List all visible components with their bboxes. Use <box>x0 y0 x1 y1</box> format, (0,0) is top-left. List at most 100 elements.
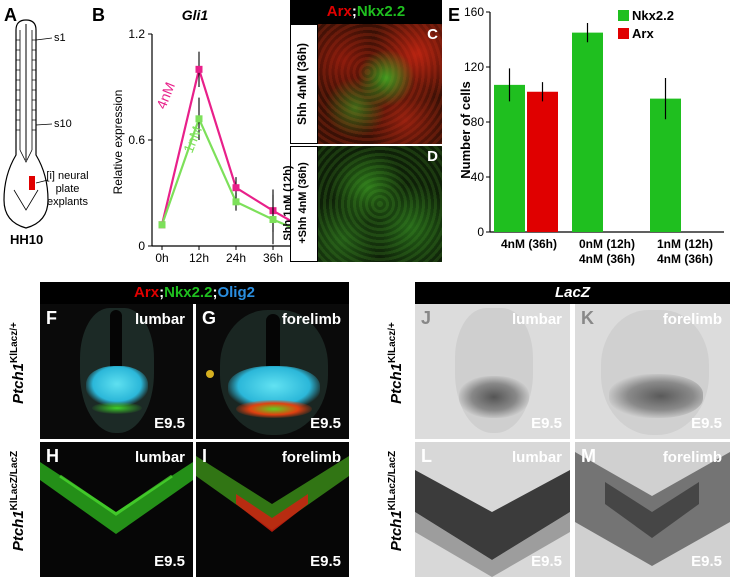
chart-b-ytick-label: 1.2 <box>128 27 145 41</box>
k-region: forelimb <box>662 311 722 328</box>
panel-label-m: M <box>581 446 596 466</box>
legend-label-nkx: Nkx2.2 <box>632 8 674 23</box>
fluor-header-sep-1: ; <box>159 284 165 301</box>
genotype-het-left-gene: Ptch1 <box>10 363 27 404</box>
bar <box>494 84 525 232</box>
legend-swatch-arx <box>618 28 629 39</box>
chart-e-ytick-label: 40 <box>471 170 485 184</box>
micrograph-c: C <box>318 24 442 144</box>
panel-label-j: J <box>421 308 432 328</box>
panel-label-l: L <box>421 446 432 466</box>
chart-e-ytick-label: 160 <box>464 5 484 19</box>
lacz-header: LacZ <box>415 282 730 304</box>
somite-1-label: s1 <box>54 32 66 44</box>
category-label-line-1: 4nM (36h) <box>501 237 557 251</box>
d-condition-box <box>290 146 318 262</box>
category-label-line-1: 0nM (12h) <box>579 237 635 251</box>
genotype-het-left: Ptch1KlLacz/+ <box>9 299 31 427</box>
category-label-line-1: 1nM (12h) <box>657 237 713 251</box>
d-condition-line-1: Shh 1nM (12h) <box>282 165 294 241</box>
i-stain <box>196 456 349 532</box>
data-point <box>232 198 240 206</box>
panel-label-i: I <box>202 446 208 466</box>
data-point <box>232 184 240 192</box>
chart-b-xtick-label: 24h <box>226 251 246 262</box>
genotype-hom-left-allele: KlLacZ/LacZ <box>9 450 20 511</box>
series-label-4nm: 4nM <box>153 80 178 111</box>
panel-label-c: C <box>427 26 438 43</box>
data-point <box>195 65 203 73</box>
data-point <box>195 115 203 123</box>
h-region: lumbar <box>134 449 185 466</box>
genotype-het-right-gene: Ptch1 <box>388 363 405 404</box>
micrograph-h: H lumbar E9.5 <box>40 442 193 577</box>
j-stage: E9.5 <box>531 415 562 432</box>
chart-b-xtick-label: 12h <box>189 251 209 262</box>
g-region: forelimb <box>281 311 341 328</box>
l-stage: E9.5 <box>531 553 562 570</box>
fluor-header-olig: Olig2 <box>217 284 255 301</box>
panel-a: A s1 s10 [i] neural plate explants HH10 <box>0 0 89 250</box>
i-stage: E9.5 <box>310 553 341 570</box>
micrograph-l: L lumbar E9.5 <box>415 442 570 577</box>
panel-label-g: G <box>202 308 217 328</box>
panel-label-k: K <box>581 308 594 328</box>
cd-header-nkx: Nkx2.2 <box>356 3 406 20</box>
embryo-schematic <box>3 19 53 229</box>
bar <box>527 91 558 232</box>
legend-swatch-nkx <box>618 10 629 21</box>
c-condition-label: Shh 4nM (36h) <box>295 43 309 126</box>
f-stage: E9.5 <box>154 415 185 432</box>
chart-e-ylabel: Number of cells <box>458 81 473 179</box>
micrograph-d: D <box>318 146 442 262</box>
panel-label-e: E <box>448 5 461 25</box>
stage-label: HH10 <box>10 232 44 247</box>
micrograph-g: G forelimb E9.5 <box>196 304 349 439</box>
somite-10-label: s10 <box>54 118 72 130</box>
d-condition-label: Shh 1nM (12h) +Shh 4nM (36h) <box>281 143 315 263</box>
genotype-hom-right-gene: Ptch1 <box>388 510 405 552</box>
micrograph-i: I forelimb E9.5 <box>196 442 349 577</box>
panel-label-d: D <box>427 148 438 165</box>
f-region: lumbar <box>134 311 185 328</box>
bar <box>650 98 681 232</box>
panel-label-a: A <box>4 5 17 25</box>
m-stain <box>575 452 730 566</box>
micrograph-k: K forelimb E9.5 <box>575 304 730 439</box>
chart-b-title: Gli1 <box>182 7 209 23</box>
genotype-hom-right-allele: KlLacZ/LacZ <box>387 450 398 511</box>
genotype-het-right: Ptch1KlLacz/+ <box>387 299 409 427</box>
genotype-hom-left-gene: Ptch1 <box>10 510 27 552</box>
explant-label: [i] neural plate explants <box>46 170 89 208</box>
micrograph-f: F lumbar E9.5 <box>40 304 193 439</box>
l-region: lumbar <box>511 449 562 466</box>
chart-b-ylabel: Relative expression <box>111 90 125 195</box>
chart-b-ytick-label: 0.6 <box>128 133 145 147</box>
chart-e-ytick-label: 120 <box>464 60 484 74</box>
cd-header-sep: ; <box>351 3 357 20</box>
genotype-het-left-allele: KlLacz/+ <box>9 322 20 363</box>
d-condition-line-2: +Shh 4nM (36h) <box>297 162 309 244</box>
series-label-1nm: 1nM <box>180 124 205 155</box>
k-stage: E9.5 <box>691 415 722 432</box>
m-region: forelimb <box>662 449 722 466</box>
i-region: forelimb <box>281 449 341 466</box>
cd-header: Arx;Nkx2.2 <box>290 0 442 24</box>
panel-label-h: H <box>46 446 59 466</box>
j-region: lumbar <box>511 311 562 328</box>
chart-e-ytick-label: 0 <box>477 225 484 239</box>
m-stage: E9.5 <box>691 553 722 570</box>
h-stain <box>40 462 193 534</box>
genotype-hom-left: Ptch1KlLacZ/LacZ <box>9 421 31 581</box>
fluor-header: Arx;Nkx2.2;Olig2 <box>40 282 349 304</box>
c-condition-box <box>290 24 318 144</box>
h-stage: E9.5 <box>154 553 185 570</box>
category-label-line-2: 4nM (36h) <box>657 252 713 266</box>
chart-b-xtick-label: 0h <box>155 251 168 262</box>
micrograph-j: J lumbar E9.5 <box>415 304 570 439</box>
cd-header-arx: Arx <box>326 3 352 20</box>
l-stain <box>415 470 570 577</box>
fluor-header-arx: Arx <box>134 284 160 301</box>
chart-b-xtick-label: 36h <box>263 251 283 262</box>
data-point <box>269 216 277 223</box>
